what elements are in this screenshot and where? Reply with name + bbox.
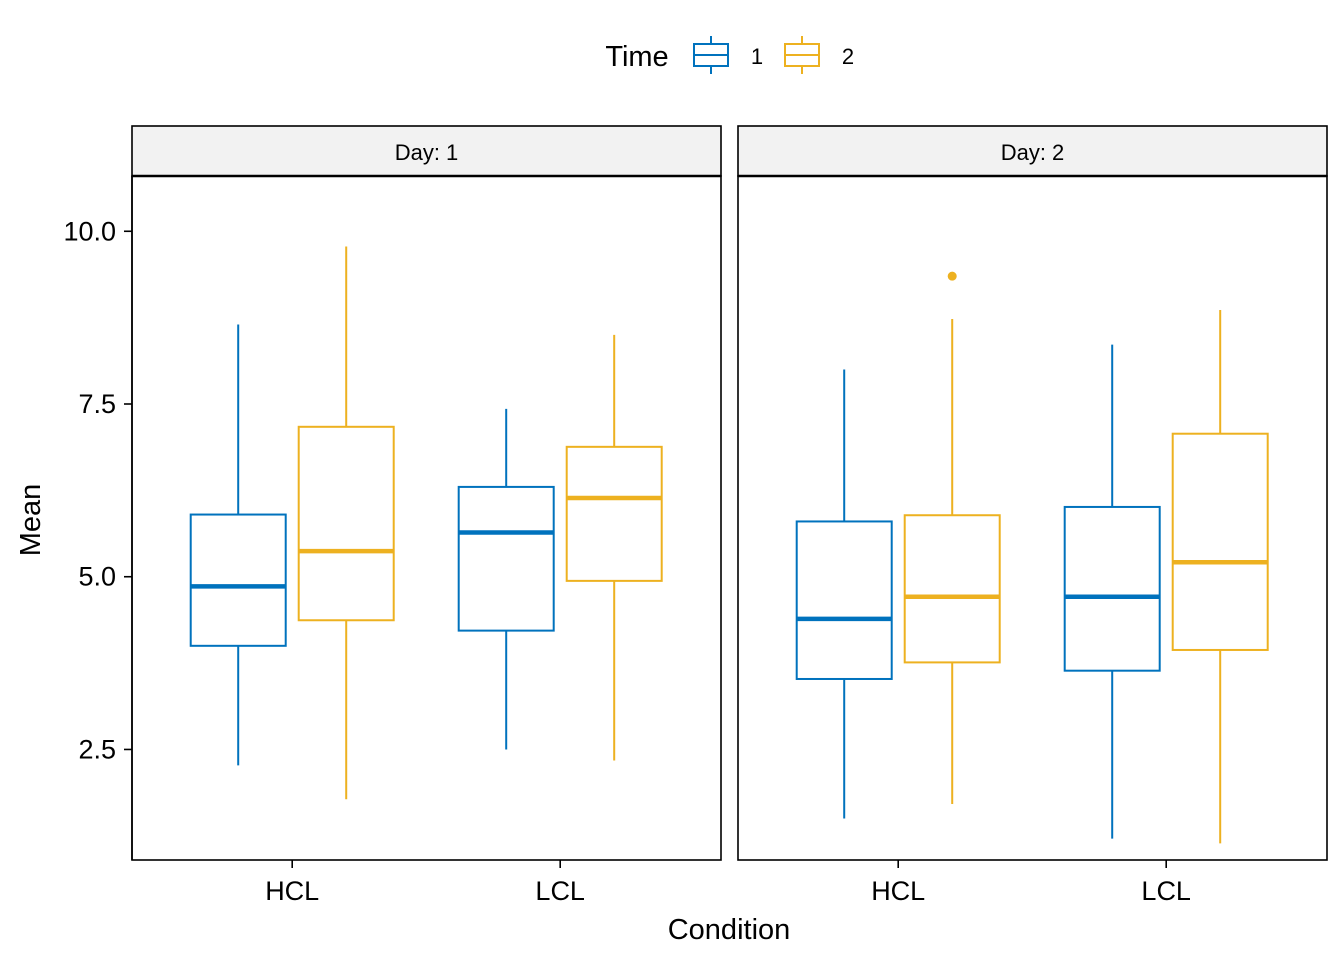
x-tick-label: HCL (871, 876, 925, 906)
legend-label-time-1: 1 (751, 44, 763, 69)
box-iqr (297, 425, 395, 622)
facet-strip-label: Day: 2 (1001, 140, 1065, 165)
y-axis: 2.5 5.0 7.5 10.0 (63, 176, 133, 860)
y-tick-label: 10.0 (63, 216, 116, 246)
y-tick-label: 2.5 (78, 734, 116, 764)
facet-panel-day-2: Day: 2 (737, 125, 1328, 861)
plot-area-border (737, 175, 1328, 861)
box-lcl-time-1 (1063, 344, 1161, 839)
box-hcl-time-2 (297, 246, 395, 800)
x-axis: HCL LCL HCL LCL (265, 860, 1191, 906)
facet-strip-label: Day: 1 (395, 140, 459, 165)
x-tick-label: HCL (265, 876, 319, 906)
box-iqr (1063, 505, 1161, 672)
y-tick-label: 5.0 (78, 562, 116, 592)
box-iqr (565, 445, 663, 582)
box-hcl-time-2 (903, 271, 1001, 805)
x-tick-label: LCL (1141, 876, 1191, 906)
box-iqr (189, 513, 287, 647)
legend: Time 1 2 (605, 36, 854, 74)
x-tick-label: LCL (535, 876, 585, 906)
facet-strip-day-2 (737, 125, 1328, 177)
box-hcl-time-1 (795, 369, 893, 819)
box-iqr (795, 520, 893, 680)
box-lcl-time-2 (565, 334, 663, 761)
legend-label-time-2: 2 (842, 44, 854, 69)
boxes (189, 246, 1269, 844)
box-iqr (1171, 432, 1269, 651)
y-axis-title: Mean (15, 484, 47, 557)
box-iqr (903, 514, 1001, 664)
facet-panel-day-1: Day: 1 (131, 125, 722, 861)
box-lcl-time-1 (457, 408, 555, 750)
y-tick-label: 7.5 (78, 389, 116, 419)
x-axis-title: Condition (668, 914, 791, 946)
outlier-point (947, 271, 957, 281)
legend-title: Time (605, 41, 668, 73)
box-lcl-time-2 (1171, 310, 1269, 844)
box-iqr (457, 485, 555, 632)
facet-strip-day-1 (131, 125, 722, 177)
box-hcl-time-1 (189, 324, 287, 766)
legend-key-time-1 (693, 36, 729, 74)
legend-key-time-2 (784, 36, 820, 74)
